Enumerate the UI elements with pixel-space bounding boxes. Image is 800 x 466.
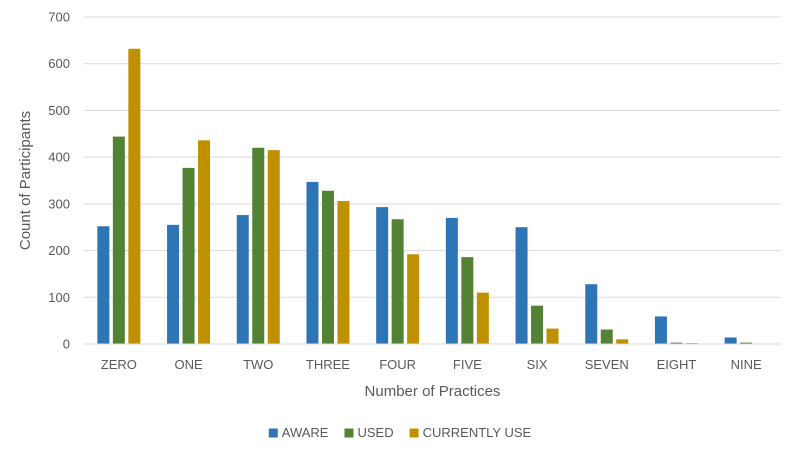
bar-currently-use-seven [616,339,629,344]
x-axis-ticks: ZERO ONE TWO THREE FOUR FIVE SIX SEVEN EIGHT NINE [101,357,762,372]
x-axis-title: Number of Practices [365,383,501,400]
y-tick-label: 200 [48,243,70,258]
bar-aware-eight [654,316,667,344]
y-axis-ticks: 0 100 200 300 400 500 600 700 [48,10,70,352]
y-tick-label: 500 [48,103,70,118]
legend-swatch [344,428,354,438]
y-tick-label: 600 [48,56,70,71]
legend: AWARE USED CURRENTLY USE [268,425,532,440]
legend-label: AWARE [282,425,329,440]
bar-aware-nine [724,337,737,344]
bar-used-one [182,167,195,344]
y-tick-label: 300 [48,196,70,211]
y-axis-title: Count of Participants [17,111,34,250]
y-tick-label: 400 [48,150,70,165]
bar-aware-three [306,181,319,344]
bar-used-seven [600,329,613,344]
bar-aware-six [515,227,528,344]
legend-swatch [268,428,278,438]
bar-used-zero [112,136,125,344]
x-tick-label: THREE [306,357,350,372]
bar-aware-five [445,217,458,344]
bar-used-six [531,305,544,344]
y-tick-label: 0 [63,337,70,352]
bar-currently-use-zero [128,48,141,344]
legend-label: CURRENTLY USE [423,425,532,440]
x-tick-label: FIVE [453,357,482,372]
bar-currently-use-one [198,140,211,344]
x-tick-label: SEVEN [585,357,629,372]
y-tick-label: 700 [48,10,70,25]
bar-aware-one [167,224,180,344]
bar-currently-use-six [546,328,559,344]
bar-aware-zero [97,226,110,344]
bar-used-five [461,257,474,344]
legend-swatch [409,428,419,438]
x-tick-label: ONE [174,357,203,372]
bar-currently-use-four [407,254,420,344]
bar-currently-use-three [337,201,350,344]
x-tick-label: TWO [243,357,273,372]
x-tick-label: ZERO [101,357,137,372]
x-tick-label: FOUR [379,357,416,372]
x-tick-label: SIX [527,357,548,372]
x-tick-label: NINE [731,357,762,372]
bar-used-nine [740,342,753,344]
x-tick-label: EIGHT [657,357,697,372]
bar-currently-use-two [267,150,280,344]
legend-label: USED [357,425,393,440]
bar-aware-seven [585,284,598,344]
bar-aware-two [236,215,249,344]
bar-used-eight [670,342,683,344]
bar-used-two [252,147,265,344]
bar-used-three [321,190,334,344]
bar-used-four [391,219,404,344]
bar-aware-four [376,207,389,344]
bars [97,48,753,344]
y-tick-label: 100 [48,290,70,305]
bar-currently-use-five [476,292,489,344]
